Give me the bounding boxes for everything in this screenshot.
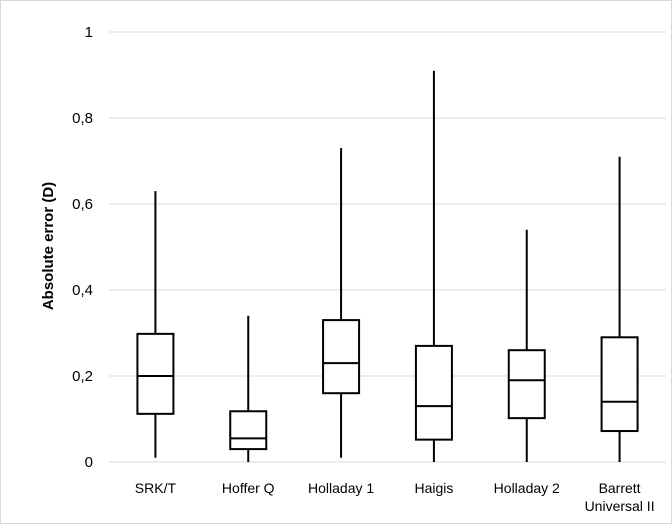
x-category-label-line: Haigis: [414, 480, 453, 496]
x-category-label: Holladay 1: [308, 480, 374, 496]
x-category-label-line: Universal II: [585, 498, 655, 514]
x-category-label: SRK/T: [135, 480, 177, 496]
box-2: [229, 315, 268, 462]
y-axis-title: Absolute error (D): [40, 182, 57, 310]
x-category-label: Holladay 2: [494, 480, 560, 496]
gridlines: [109, 31, 666, 377]
x-category-label-line: SRK/T: [135, 480, 177, 496]
box-6: [600, 156, 639, 462]
x-category-label-line: Holladay 2: [494, 480, 560, 496]
box-series: [136, 70, 639, 462]
y-tick-label: 0,6: [72, 196, 93, 213]
x-axis-category-labels: SRK/T Hoffer Q Holladay 1 Haigis Holladay 2 B…: [135, 480, 655, 514]
y-tick-label: 0,4: [72, 282, 93, 299]
box-iqr: [322, 319, 361, 395]
y-axis-tick-labels: 0 0,2 0,4 0,6 0,8 1: [72, 24, 93, 471]
x-category-label-line: Holladay 1: [308, 480, 374, 496]
box-iqr: [507, 349, 546, 420]
x-category-label: Barrett Universal II: [585, 480, 655, 514]
box-3: [322, 148, 361, 458]
x-category-label: Hoffer Q: [222, 480, 275, 496]
x-category-label-line: Hoffer Q: [222, 480, 275, 496]
box-1: [136, 191, 175, 458]
box-5: [507, 229, 546, 462]
box-iqr: [136, 332, 175, 415]
y-tick-label: 1: [85, 24, 93, 41]
x-category-label-line: Barrett: [599, 480, 641, 496]
y-tick-label: 0: [85, 454, 93, 471]
box-4: [414, 70, 453, 462]
box-iqr: [229, 410, 268, 451]
y-tick-label: 0,2: [72, 368, 93, 385]
x-category-label: Haigis: [414, 480, 453, 496]
box-iqr: [414, 344, 453, 441]
y-tick-label: 0,8: [72, 110, 93, 127]
box-iqr: [600, 336, 639, 433]
